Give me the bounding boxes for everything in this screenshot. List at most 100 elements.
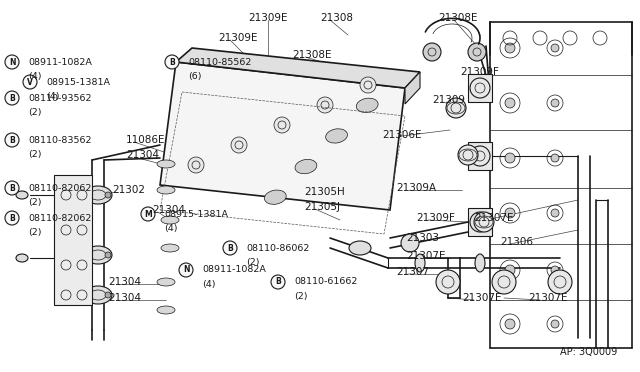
Ellipse shape [264,190,286,204]
Text: B: B [227,244,233,253]
Circle shape [223,241,237,255]
Bar [468,142,492,170]
Text: B: B [9,214,15,222]
Circle shape [105,192,111,198]
Circle shape [505,43,515,53]
Circle shape [5,55,19,69]
Circle shape [5,181,19,195]
Text: (6): (6) [188,71,202,80]
Text: 21303: 21303 [406,233,439,243]
Ellipse shape [16,254,28,262]
Text: (4): (4) [28,71,42,80]
Circle shape [551,44,559,52]
Circle shape [551,266,559,274]
Polygon shape [160,62,405,210]
Text: (4): (4) [202,279,216,289]
Text: B: B [9,135,15,144]
Text: B: B [275,278,281,286]
Polygon shape [405,72,420,104]
Text: 21308E: 21308E [292,50,332,60]
Ellipse shape [16,191,28,199]
Text: 21305H: 21305H [304,187,345,197]
Text: (2): (2) [28,150,42,158]
Ellipse shape [157,186,175,194]
Text: 21307E: 21307E [406,251,445,261]
Circle shape [105,292,111,298]
Circle shape [505,153,515,163]
Ellipse shape [157,278,175,286]
Circle shape [188,157,204,173]
Bar [54,175,92,305]
Circle shape [317,97,333,113]
Text: 21309A: 21309A [396,183,436,193]
Text: 08110-83562: 08110-83562 [28,135,92,144]
Text: 21307E: 21307E [528,293,568,303]
Text: 08110-86062: 08110-86062 [246,244,309,253]
Text: N: N [9,58,15,67]
Text: 08915-1381A: 08915-1381A [46,77,110,87]
Circle shape [85,252,91,258]
Text: 21307E: 21307E [462,293,502,303]
Text: 21306E: 21306E [382,130,422,140]
Circle shape [474,212,494,232]
Text: 21308: 21308 [320,13,353,23]
Text: 21308E: 21308E [438,13,477,23]
Text: (2): (2) [294,292,307,301]
Bar [468,208,492,236]
Text: 08110-93562: 08110-93562 [28,93,92,103]
Circle shape [141,207,155,221]
Circle shape [505,319,515,329]
Circle shape [274,117,290,133]
Ellipse shape [161,244,179,252]
Ellipse shape [475,254,485,272]
Circle shape [492,270,516,294]
Text: 21309F: 21309F [460,67,499,77]
Circle shape [165,55,179,69]
Circle shape [551,99,559,107]
Text: 08911-1082A: 08911-1082A [28,58,92,67]
Circle shape [423,43,441,61]
Text: 08110-61662: 08110-61662 [294,278,357,286]
Text: B: B [169,58,175,67]
Ellipse shape [84,246,112,264]
Circle shape [271,275,285,289]
Text: AP: 3Q0009: AP: 3Q0009 [560,347,617,357]
Text: 21304: 21304 [152,205,185,215]
Circle shape [5,211,19,225]
Circle shape [85,192,91,198]
Text: 08110-82062: 08110-82062 [28,183,92,192]
Circle shape [468,43,486,61]
Circle shape [231,137,247,153]
Text: 21309: 21309 [432,95,465,105]
Text: (4): (4) [164,224,177,232]
Circle shape [5,91,19,105]
Text: 21307: 21307 [396,267,429,277]
Text: 21309E: 21309E [218,33,257,43]
Ellipse shape [84,186,112,204]
Text: (2): (2) [28,198,42,206]
Circle shape [551,154,559,162]
Ellipse shape [295,160,317,174]
Text: (2): (2) [28,108,42,116]
Circle shape [446,98,466,118]
Text: 21304: 21304 [126,150,159,160]
Circle shape [505,265,515,275]
Text: M: M [144,209,152,218]
Circle shape [360,77,376,93]
Circle shape [5,133,19,147]
Ellipse shape [161,216,179,224]
Circle shape [551,320,559,328]
Ellipse shape [157,160,175,168]
Text: 08110-82062: 08110-82062 [28,214,92,222]
Text: 21302: 21302 [112,185,145,195]
Text: N: N [183,266,189,275]
Circle shape [105,252,111,258]
Text: 08915-1381A: 08915-1381A [164,209,228,218]
Circle shape [551,209,559,217]
Polygon shape [176,48,420,88]
Bar [468,74,492,102]
Ellipse shape [415,254,425,272]
Text: (4): (4) [46,92,60,100]
Circle shape [505,208,515,218]
Circle shape [458,145,478,165]
